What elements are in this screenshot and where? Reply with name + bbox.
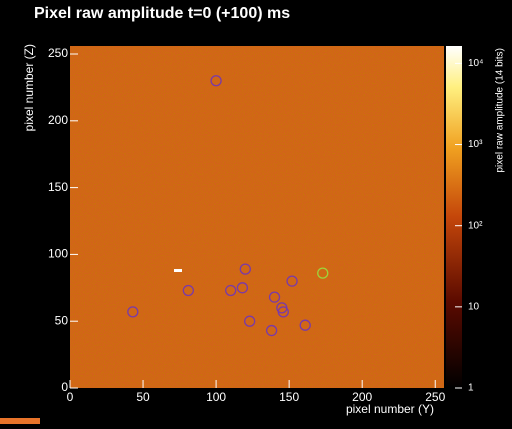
x-tick-label: 0	[67, 390, 74, 404]
heatmap-texture	[70, 46, 444, 388]
colorbar	[446, 46, 462, 388]
cluster-marker	[244, 315, 256, 327]
colorbar-tick-label: 10²	[468, 220, 483, 231]
cluster-marker	[277, 306, 289, 318]
x-tick-label: 50	[136, 390, 150, 404]
y-tick-label: 100	[48, 247, 68, 261]
hot-pixels	[174, 269, 182, 272]
cluster-marker	[239, 263, 251, 275]
colorbar-tick-label: 10³	[468, 139, 483, 150]
cluster-marker	[317, 267, 329, 279]
cluster-marker	[182, 284, 194, 297]
cluster-marker	[127, 306, 139, 318]
corner-tab	[0, 418, 40, 424]
chart-title: Pixel raw amplitude t=0 (+100) ms	[34, 5, 290, 22]
y-tick-label: 200	[48, 113, 68, 127]
x-axis-label: pixel number (Y)	[346, 402, 434, 416]
y-tick-label: 0	[61, 380, 68, 394]
y-tick-label: 150	[48, 180, 68, 194]
y-tick-label: 250	[48, 46, 68, 60]
colorbar-tick-label: 1	[468, 383, 474, 394]
y-axis-label: pixel number (Z)	[22, 44, 36, 131]
cluster-marker	[210, 75, 222, 87]
colorbar-tick-label: 10	[468, 301, 480, 312]
cluster-marker	[286, 275, 298, 287]
cluster-marker	[236, 282, 249, 294]
colorbar-label: pixel raw amplitude (14 bits)	[495, 48, 506, 173]
x-tick-label: 150	[279, 390, 299, 404]
x-tick-label: 250	[425, 390, 445, 404]
cluster-marker	[299, 319, 311, 331]
cluster-marker	[265, 324, 278, 337]
y-tick-label: 50	[55, 313, 69, 327]
x-tick-label: 100	[206, 390, 226, 404]
cluster-marker	[268, 291, 281, 303]
x-tick-label: 200	[352, 390, 372, 404]
cluster-marker	[225, 284, 237, 297]
colorbar-tick-label: 10⁴	[468, 58, 483, 69]
